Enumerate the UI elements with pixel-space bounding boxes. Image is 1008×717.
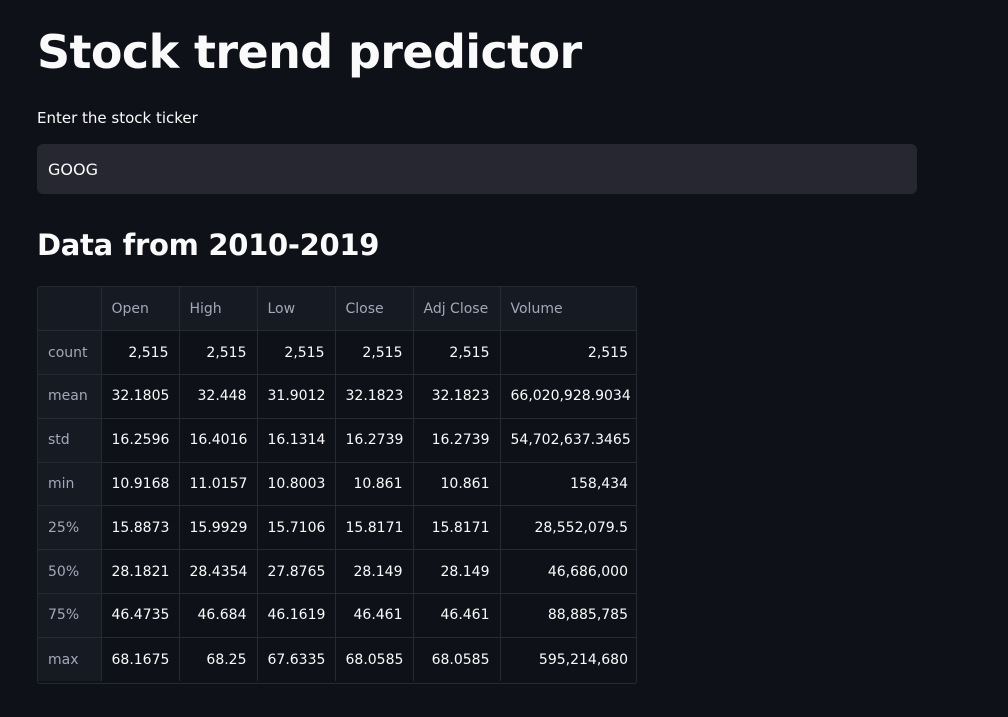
table-row: 50% 28.1821 28.4354 27.8765 28.149 28.14…: [38, 549, 636, 595]
stats-table-grid: Open High Low Close Adj Close Volume cou…: [38, 287, 636, 682]
column-header-adj-close[interactable]: Adj Close: [413, 287, 501, 332]
row-label: max: [38, 637, 102, 682]
row-label: std: [38, 418, 102, 463]
column-header-low[interactable]: Low: [257, 287, 336, 332]
data-section-subheader: Data from 2010-2019: [37, 228, 380, 262]
table-cell[interactable]: 158,434: [500, 462, 636, 507]
table-header-row: Open High Low Close Adj Close Volume: [38, 287, 636, 332]
table-cell[interactable]: 2,515: [179, 330, 258, 376]
table-cell[interactable]: 28.149: [413, 549, 501, 595]
table-row: mean 32.1805 32.448 31.9012 32.1823 32.1…: [38, 374, 636, 419]
table-row: max 68.1675 68.25 67.6335 68.0585 68.058…: [38, 637, 636, 682]
stats-table[interactable]: Open High Low Close Adj Close Volume cou…: [37, 286, 637, 684]
table-row: min 10.9168 11.0157 10.8003 10.861 10.86…: [38, 462, 636, 507]
column-header-volume[interactable]: Volume: [500, 287, 636, 332]
column-header-close[interactable]: Close: [335, 287, 414, 332]
row-label: 75%: [38, 593, 102, 638]
table-cell[interactable]: 46.1619: [257, 593, 336, 638]
table-cell[interactable]: 46,686,000: [500, 549, 636, 595]
table-cell[interactable]: 2,515: [500, 330, 636, 376]
table-cell[interactable]: 68.1675: [101, 637, 180, 682]
table-cell[interactable]: 15.9929: [179, 505, 258, 551]
table-row: 25% 15.8873 15.9929 15.7106 15.8171 15.8…: [38, 505, 636, 551]
table-cell[interactable]: 11.0157: [179, 462, 258, 507]
table-cell[interactable]: 46.461: [413, 593, 501, 638]
table-cell[interactable]: 15.8171: [413, 505, 501, 551]
table-cell[interactable]: 32.1823: [413, 374, 501, 419]
table-cell[interactable]: 54,702,637.3465: [500, 418, 636, 463]
table-cell[interactable]: 66,020,928.9034: [500, 374, 636, 419]
table-cell[interactable]: 28.4354: [179, 549, 258, 595]
table-cell[interactable]: 595,214,680: [500, 637, 636, 682]
column-header-open[interactable]: Open: [101, 287, 180, 332]
column-header-index: [38, 287, 102, 332]
row-label: min: [38, 462, 102, 507]
table-cell[interactable]: 68.0585: [335, 637, 414, 682]
table-cell[interactable]: 10.9168: [101, 462, 180, 507]
table-cell[interactable]: 27.8765: [257, 549, 336, 595]
column-header-high[interactable]: High: [179, 287, 258, 332]
row-label: 50%: [38, 549, 102, 595]
table-cell[interactable]: 46.461: [335, 593, 414, 638]
table-cell[interactable]: 10.8003: [257, 462, 336, 507]
table-cell[interactable]: 46.4735: [101, 593, 180, 638]
table-cell[interactable]: 46.684: [179, 593, 258, 638]
table-row: std 16.2596 16.4016 16.1314 16.2739 16.2…: [38, 418, 636, 463]
table-cell[interactable]: 10.861: [335, 462, 414, 507]
table-cell[interactable]: 31.9012: [257, 374, 336, 419]
table-cell[interactable]: 28.149: [335, 549, 414, 595]
table-cell[interactable]: 32.1823: [335, 374, 414, 419]
table-cell[interactable]: 15.8873: [101, 505, 180, 551]
table-cell[interactable]: 10.861: [413, 462, 501, 507]
ticker-input[interactable]: [37, 144, 917, 194]
row-label: mean: [38, 374, 102, 419]
table-cell[interactable]: 15.7106: [257, 505, 336, 551]
table-cell[interactable]: 16.2596: [101, 418, 180, 463]
table-cell[interactable]: 2,515: [413, 330, 501, 376]
table-cell[interactable]: 2,515: [335, 330, 414, 376]
table-cell[interactable]: 16.2739: [413, 418, 501, 463]
table-cell[interactable]: 2,515: [257, 330, 336, 376]
table-cell[interactable]: 28,552,079.5: [500, 505, 636, 551]
table-cell[interactable]: 88,885,785: [500, 593, 636, 638]
table-row: 75% 46.4735 46.684 46.1619 46.461 46.461…: [38, 593, 636, 638]
table-cell[interactable]: 32.1805: [101, 374, 180, 419]
table-cell[interactable]: 28.1821: [101, 549, 180, 595]
page-title: Stock trend predictor: [37, 25, 582, 79]
table-cell[interactable]: 67.6335: [257, 637, 336, 682]
table-cell[interactable]: 15.8171: [335, 505, 414, 551]
table-cell[interactable]: 16.2739: [335, 418, 414, 463]
table-cell[interactable]: 2,515: [101, 330, 180, 376]
table-cell[interactable]: 68.25: [179, 637, 258, 682]
table-cell[interactable]: 32.448: [179, 374, 258, 419]
table-cell[interactable]: 68.0585: [413, 637, 501, 682]
row-label: 25%: [38, 505, 102, 551]
table-cell[interactable]: 16.1314: [257, 418, 336, 463]
table-row: count 2,515 2,515 2,515 2,515 2,515 2,51…: [38, 330, 636, 376]
ticker-input-label: Enter the stock ticker: [37, 109, 198, 127]
table-cell[interactable]: 16.4016: [179, 418, 258, 463]
row-label: count: [38, 330, 102, 376]
